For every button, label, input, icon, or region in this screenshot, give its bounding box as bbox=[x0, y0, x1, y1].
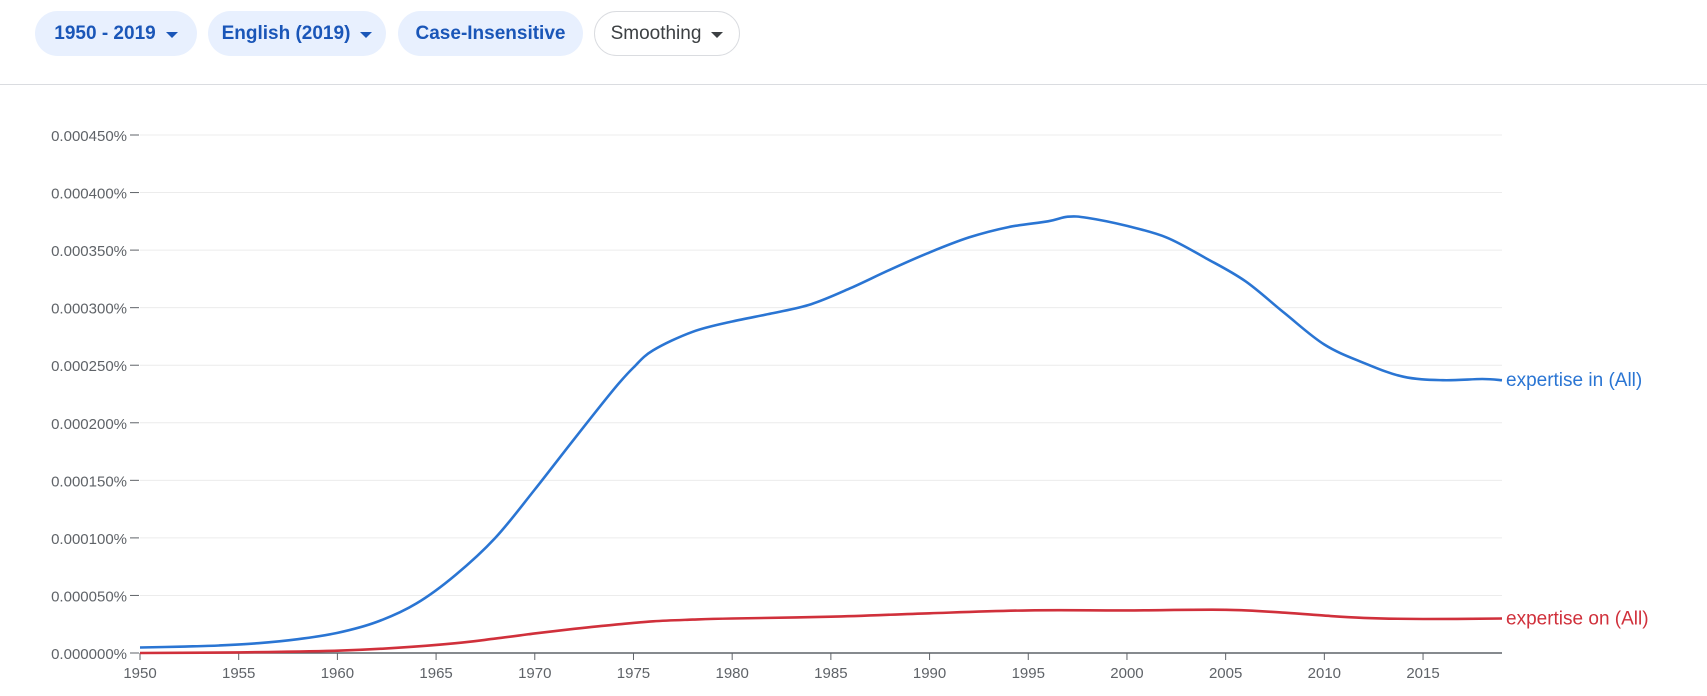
case-label: Case-Insensitive bbox=[415, 22, 566, 44]
smoothing-dropdown[interactable]: Smoothing bbox=[594, 11, 740, 56]
y-tick-label: 0.000150% bbox=[51, 473, 127, 490]
x-tick-label: 1955 bbox=[222, 665, 255, 682]
x-tick-label: 1980 bbox=[715, 665, 748, 682]
ngram-chart: 0.000000% 0.000050% 0.000100% 0.000150% 0.00… bbox=[51, 128, 1649, 682]
x-tick-label: 1960 bbox=[321, 665, 354, 682]
chevron-down-icon bbox=[711, 31, 724, 38]
case-insensitive-toggle[interactable]: Case-Insensitive bbox=[398, 11, 583, 56]
smoothing-label: Smoothing bbox=[610, 22, 702, 44]
y-tick-label: 0.000450% bbox=[51, 128, 127, 145]
series-label-expertise-on-all: expertise on (All) bbox=[1506, 608, 1649, 629]
x-tick-label: 1970 bbox=[518, 665, 551, 682]
series-line-expertise-on-all bbox=[139, 608, 1503, 655]
y-tick-label: 0.000100% bbox=[51, 531, 127, 548]
x-tick-label: 2005 bbox=[1209, 665, 1242, 682]
y-tick-label: 0.000200% bbox=[51, 416, 127, 433]
year-range-label: 1950 - 2019 bbox=[54, 22, 156, 44]
year-range-dropdown[interactable]: 1950 - 2019 bbox=[35, 11, 197, 56]
series-line-expertise-in-all bbox=[139, 215, 1503, 649]
y-tick-label: 0.000400% bbox=[51, 186, 127, 203]
x-tick-label: 2000 bbox=[1110, 665, 1143, 682]
corpus-label: English (2019) bbox=[221, 22, 351, 44]
chevron-down-icon bbox=[165, 31, 178, 38]
x-tick-label: 1975 bbox=[617, 665, 650, 682]
x-tick-label: 1995 bbox=[1012, 665, 1045, 682]
chevron-down-icon bbox=[360, 31, 373, 38]
x-tick-label: 1990 bbox=[913, 665, 946, 682]
y-tick-label: 0.000350% bbox=[51, 243, 127, 260]
x-tick-label: 1950 bbox=[123, 665, 156, 682]
toolbar: 1950 - 2019 English (2019) Case-Insensit… bbox=[0, 0, 1707, 85]
corpus-dropdown[interactable]: English (2019) bbox=[208, 11, 386, 56]
x-tick-label: 1985 bbox=[814, 665, 847, 682]
y-tick-label: 0.000000% bbox=[51, 646, 127, 663]
x-tick-label: 1965 bbox=[419, 665, 452, 682]
y-tick-label: 0.000050% bbox=[51, 588, 127, 605]
x-tick-label: 2015 bbox=[1406, 665, 1439, 682]
y-tick-label: 0.000300% bbox=[51, 301, 127, 318]
y-tick-label: 0.000250% bbox=[51, 358, 127, 375]
x-tick-label: 2010 bbox=[1308, 665, 1341, 682]
series-label-expertise-in-all: expertise in (All) bbox=[1506, 370, 1642, 391]
